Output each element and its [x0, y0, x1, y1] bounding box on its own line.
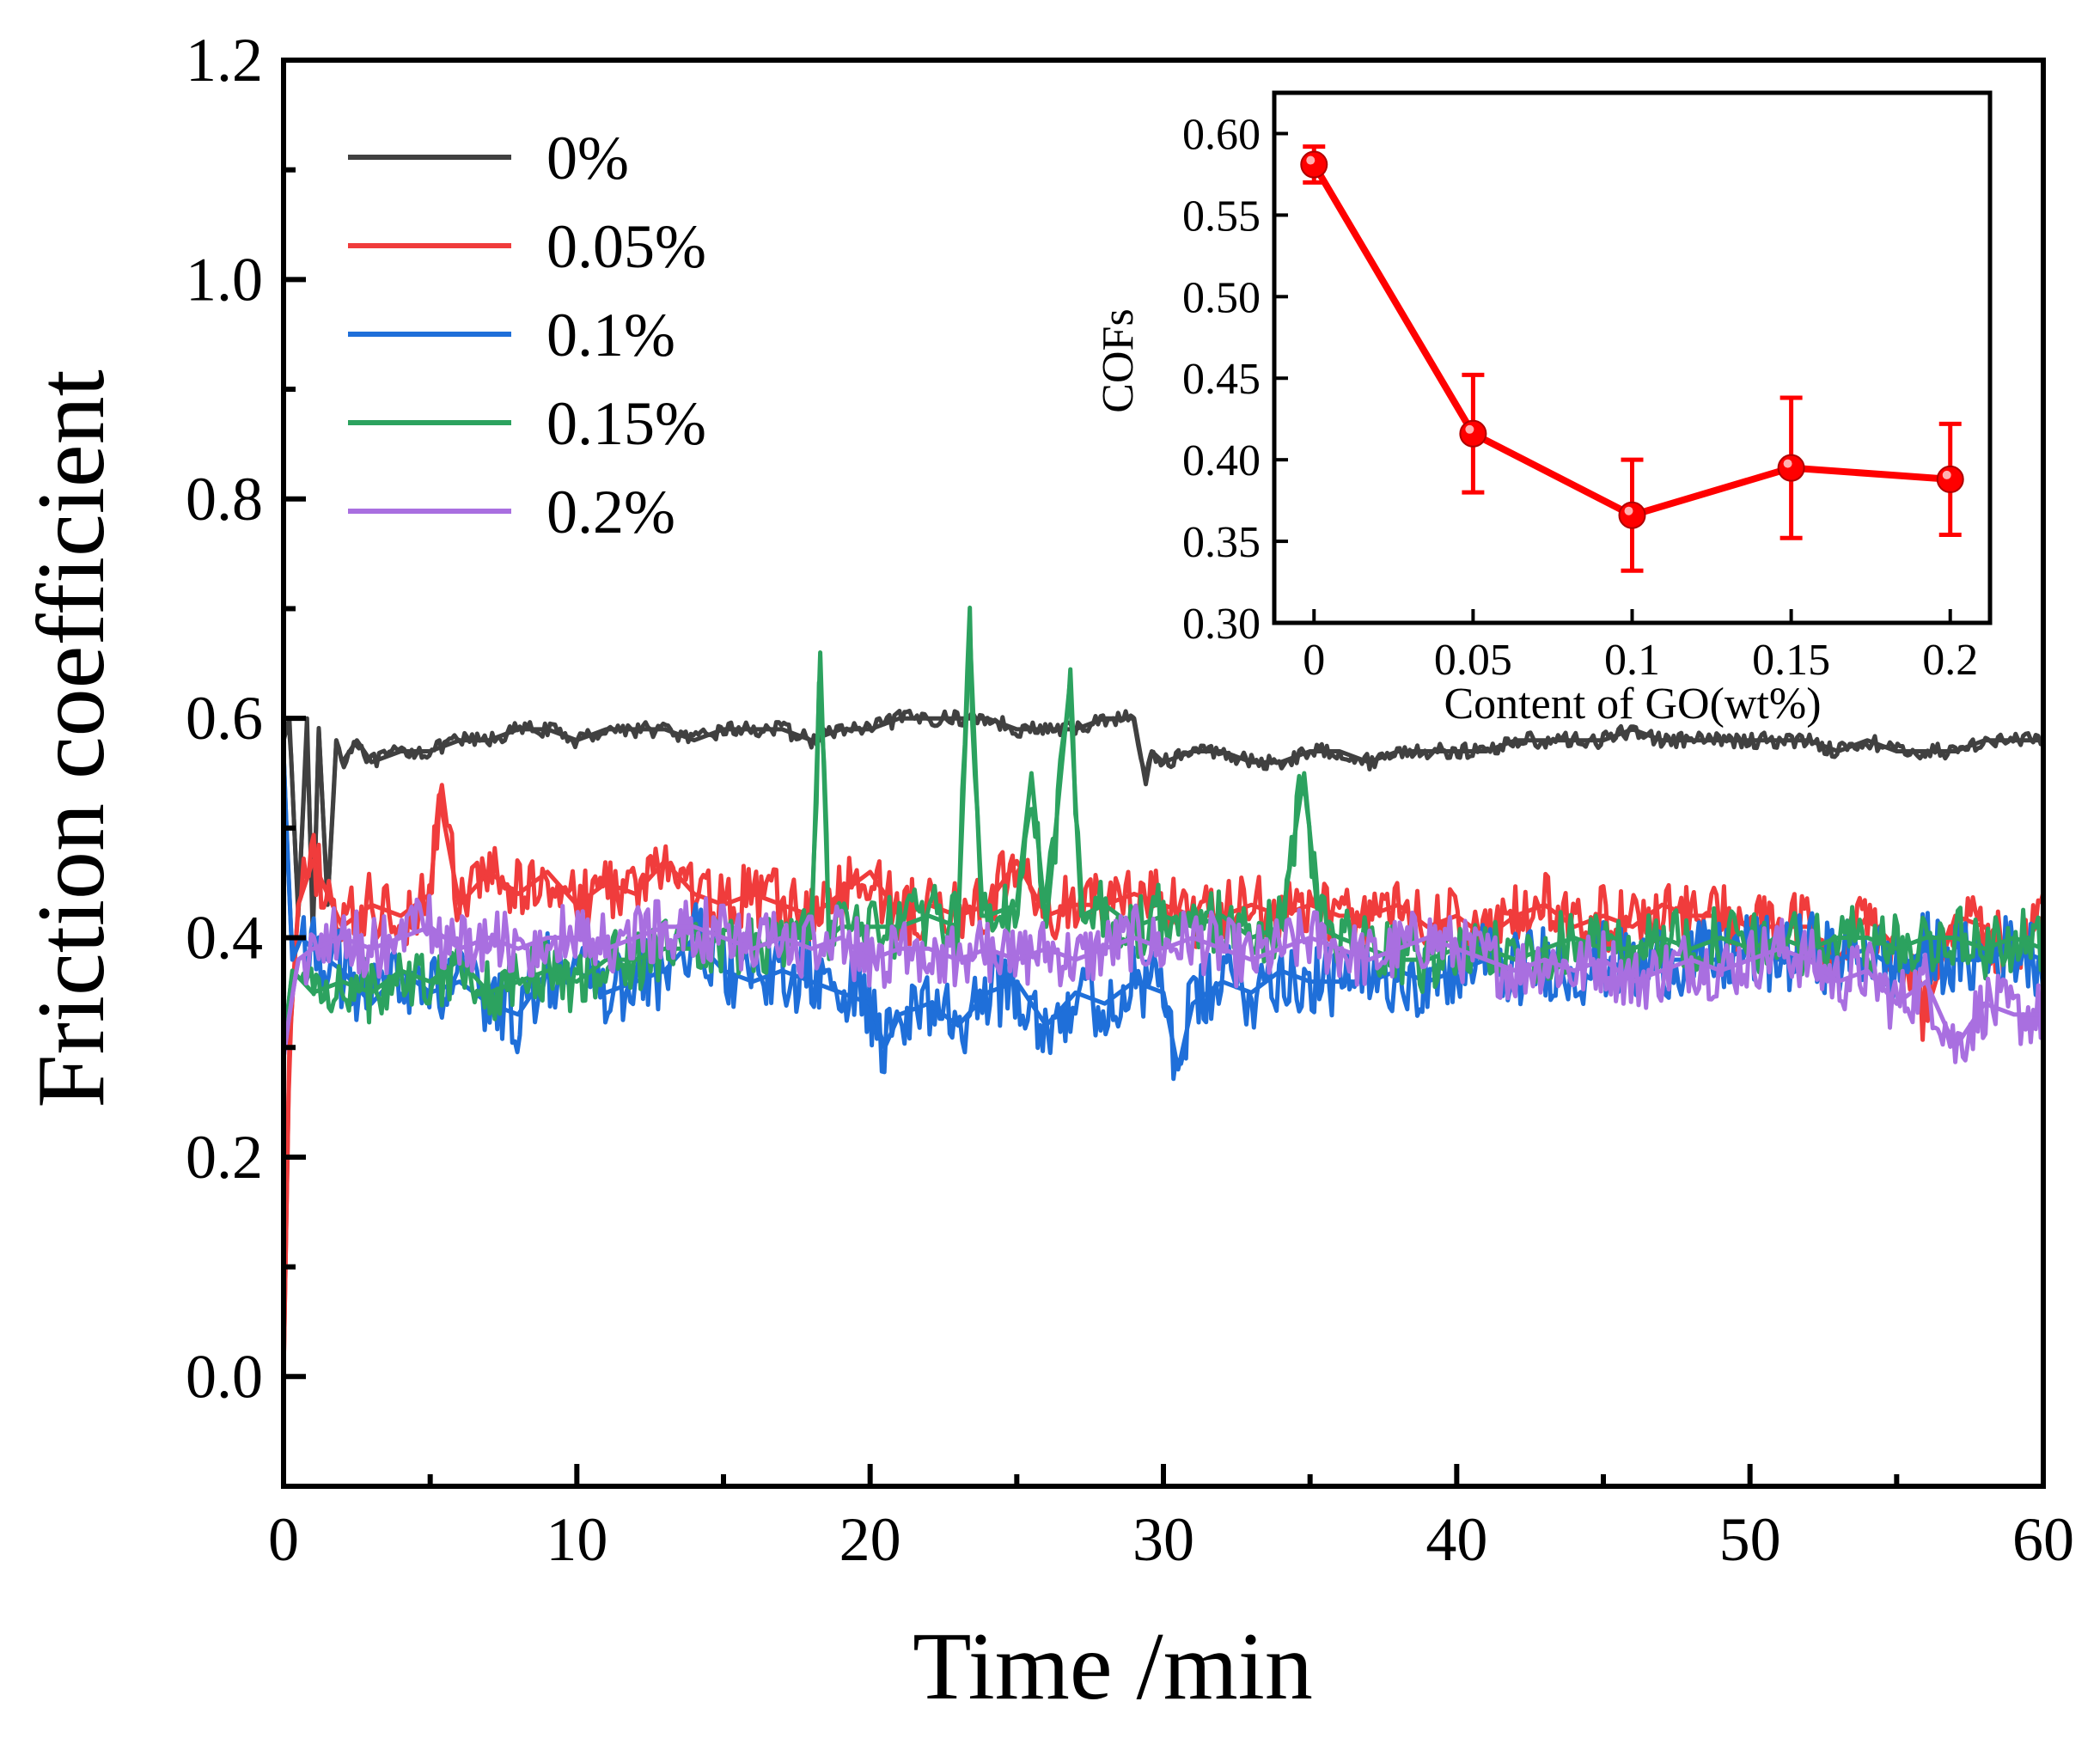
inset-data-point: [1777, 454, 1805, 482]
legend: 0% 0.05% 0.1% 0.15% 0.2%: [348, 124, 706, 546]
y-tick-label: 0.2: [186, 1123, 263, 1192]
series-line-5: [281, 893, 2046, 1064]
legend-label-5: 0.2%: [546, 478, 675, 546]
inset-data-point: [1459, 419, 1487, 448]
inset-data-point-highlight: [1942, 470, 1951, 479]
main-tick-labels: 0 10 20 30 40 50 60 0.0 0.2 0.4 0.6 0.8 1.0 1.2: [186, 26, 2074, 1574]
x-tick-label: 50: [1719, 1505, 1781, 1574]
series-trend-5: [281, 924, 2046, 1061]
inset-x-tick-label: 0.15: [1752, 636, 1830, 685]
x-tick-label: 30: [1132, 1505, 1194, 1574]
inset-y-axis-label: COFs: [1094, 308, 1143, 412]
inset-x-axis-label: Content of GO(wt%): [1444, 680, 1821, 729]
inset-y-tick-label: 0.60: [1182, 110, 1261, 159]
y-tick-label: 1.2: [186, 26, 263, 95]
inset-y-tick-label: 0.45: [1182, 355, 1261, 404]
inset-axis-ticks: [1274, 131, 1952, 625]
y-tick-label: 1.0: [186, 245, 263, 314]
inset-data-point: [1300, 150, 1328, 179]
inset-y-tick-label: 0.30: [1182, 600, 1261, 649]
inset-x-tick-label: 0.2: [1922, 636, 1978, 685]
inset-x-tick-label: 0.1: [1604, 636, 1660, 685]
inset-data-point-highlight: [1306, 155, 1316, 165]
x-tick-label: 20: [839, 1505, 901, 1574]
y-axis-label: Friction coefficient: [18, 369, 125, 1107]
main-series-lines: [281, 605, 2046, 1379]
main-chart: 0 10 20 30 40 50 60 0.0 0.2 0.4 0.6 0.8 1.0 1.2 Time …: [18, 26, 2074, 1720]
legend-label-4: 0.15%: [546, 389, 706, 458]
series-trend-4: [281, 628, 2046, 1050]
inset-data-marks: [1300, 144, 1964, 573]
inset-y-tick-label: 0.40: [1182, 436, 1261, 485]
y-tick-label: 0.4: [186, 904, 263, 973]
inset-y-tick-label: 0.35: [1182, 518, 1261, 567]
inset-data-point-highlight: [1783, 459, 1792, 468]
inset-data-point-highlight: [1465, 424, 1474, 434]
x-tick-label: 40: [1425, 1505, 1487, 1574]
legend-label-3: 0.1%: [546, 301, 675, 369]
x-tick-label: 0: [268, 1505, 299, 1574]
inset-chart: 0 0.05 0.1 0.15 0.2 0.30 0.35 0.40 0.45 0.50 0.55 0…: [1094, 90, 1993, 729]
inset-y-tick-label: 0.50: [1182, 273, 1261, 322]
inset-x-tick-label: 0: [1303, 636, 1325, 685]
series-trend-1: [281, 716, 2046, 940]
inset-y-tick-label: 0.55: [1182, 192, 1261, 241]
legend-label-1: 0%: [546, 124, 629, 192]
inset-x-tick-label: 0.05: [1434, 636, 1512, 685]
inset-data-point: [1618, 501, 1646, 529]
x-tick-label: 10: [546, 1505, 607, 1574]
y-tick-label: 0.8: [186, 465, 263, 534]
x-tick-label: 60: [2012, 1505, 2074, 1574]
inset-data-point-highlight: [1624, 506, 1633, 515]
y-tick-label: 0.6: [186, 684, 263, 753]
main-plot-frame: [281, 58, 2046, 1489]
x-axis-label: Time /min: [913, 1613, 1313, 1720]
inset-data-point: [1936, 465, 1964, 493]
inset-tick-labels: 0 0.05 0.1 0.15 0.2 0.30 0.35 0.40 0.45 0.50 0.55 0…: [1182, 110, 1978, 685]
y-tick-label: 0.0: [186, 1342, 263, 1411]
legend-label-2: 0.05%: [546, 212, 706, 281]
